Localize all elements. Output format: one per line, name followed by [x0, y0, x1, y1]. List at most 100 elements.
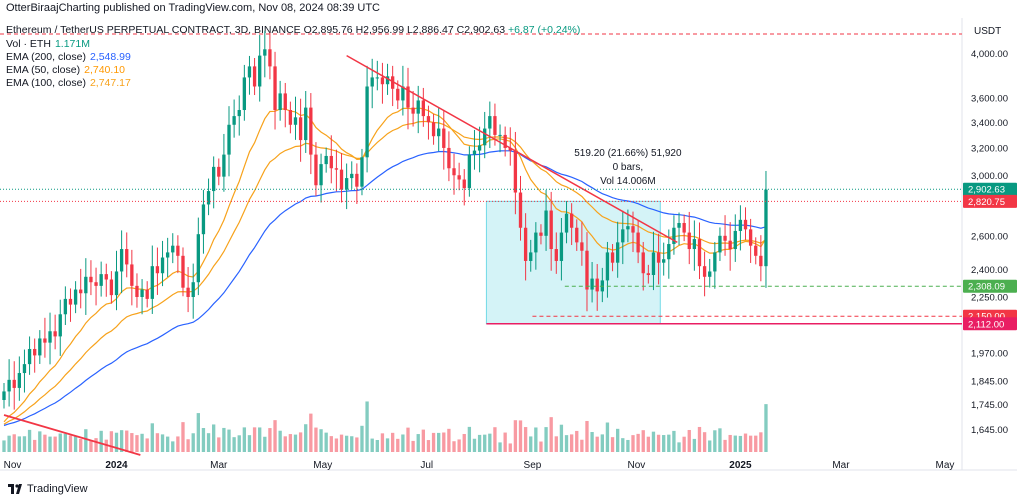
volume-bar: [713, 430, 717, 452]
price-tick-label: 2,400.00: [971, 265, 1008, 276]
volume-bar: [319, 429, 323, 452]
volume-bar: [119, 430, 124, 452]
candle-body: [206, 191, 211, 205]
volume-bar: [646, 436, 651, 452]
candle-body: [564, 213, 569, 233]
volume-bar: [380, 433, 385, 452]
volume-bar: [140, 433, 144, 452]
volume-bar: [298, 432, 303, 452]
volume-bar: [416, 434, 420, 452]
candle-body: [273, 66, 277, 111]
candle-body: [605, 252, 610, 281]
candle-body: [385, 76, 390, 85]
volume-bar: [472, 438, 477, 452]
volume-bar: [206, 433, 211, 452]
currency-label: USDT: [974, 26, 1002, 37]
candle-body: [411, 107, 415, 114]
indicator-ema50[interactable]: EMA (50, close) 2,740.10: [6, 64, 125, 76]
candle-body: [79, 289, 83, 294]
tradingview-footer[interactable]: TradingView: [8, 483, 88, 495]
price-tick-label: 1,645.00: [971, 425, 1008, 436]
volume-bar: [263, 436, 267, 452]
candle-body: [171, 245, 175, 253]
indicator-ema100[interactable]: EMA (100, close) 2,747.17: [6, 77, 131, 89]
volume-bar: [692, 438, 697, 452]
price-level-label: 2,150.00: [968, 312, 1005, 323]
volume-bar: [196, 413, 200, 452]
candle-body: [723, 235, 727, 241]
volume-bar: [431, 432, 436, 452]
price-tick-label: 1,745.00: [971, 400, 1008, 411]
time-tick-label: Mar: [210, 460, 228, 471]
price-tick-label: 3,200.00: [971, 143, 1008, 154]
volume-bar: [503, 432, 507, 452]
volume-bar: [48, 436, 52, 452]
volume-bar: [590, 432, 594, 452]
candle-body: [677, 222, 681, 228]
candle-body: [104, 274, 108, 280]
volume-bar: [759, 432, 763, 452]
volume-bar: [125, 430, 129, 452]
volume-bar: [191, 433, 195, 452]
candle-body: [621, 229, 625, 243]
volume-bar: [477, 434, 482, 452]
volume-bar: [401, 434, 405, 452]
candle-body: [636, 232, 640, 253]
candle-body: [488, 116, 492, 129]
volume-bar: [529, 436, 533, 452]
volume-bar: [232, 437, 236, 452]
volume-bar: [293, 434, 298, 452]
volume-bar: [135, 435, 139, 452]
candle-body: [616, 242, 620, 263]
volume-bar: [150, 423, 154, 452]
indicator-ema200[interactable]: EMA (200, close) 2,548.99: [6, 51, 131, 63]
volume-bar: [227, 429, 231, 452]
volume-bar: [171, 441, 175, 452]
volume-bar: [114, 432, 119, 452]
price-tick-label: 3,400.00: [971, 118, 1008, 129]
volume-bar: [288, 434, 293, 452]
volume-bar: [237, 435, 241, 452]
open-value: 2,895.76: [311, 24, 353, 36]
candle-body: [370, 77, 374, 87]
candle-body: [304, 107, 308, 141]
candle-body: [508, 147, 512, 151]
volume-bar: [165, 436, 170, 452]
candle-body: [421, 100, 426, 117]
volume-bar: [314, 427, 318, 452]
candle-body: [375, 77, 379, 79]
volume-bar: [217, 437, 221, 452]
candle-body: [48, 331, 52, 343]
candle-body: [483, 128, 487, 146]
volume-bar: [585, 420, 589, 452]
candle-body: [278, 93, 282, 111]
candle-body: [2, 391, 6, 400]
volume-bar: [375, 440, 379, 452]
volume-bar: [549, 417, 553, 452]
volume-bar: [656, 434, 661, 452]
volume-bar: [718, 428, 722, 452]
indicator-volume[interactable]: Vol · ETH 1.171M: [6, 38, 90, 50]
volume-bar: [748, 435, 753, 452]
price-level-label: 2,308.09: [968, 282, 1005, 293]
volume-bar: [708, 440, 712, 452]
candle-body: [314, 154, 318, 186]
candle-body: [217, 166, 221, 177]
measure-annotation: 519.20 (21.66%) 51,920: [574, 148, 682, 159]
low-value: 2,886.47: [412, 24, 454, 36]
volume-bar: [27, 429, 32, 452]
candle-body: [544, 210, 548, 236]
candle-body: [662, 259, 666, 263]
price-tick-label: 1,970.00: [971, 349, 1008, 360]
volume-bar: [616, 428, 620, 452]
candle-body: [130, 264, 134, 286]
candle-body: [595, 278, 599, 292]
candle-body: [754, 245, 758, 256]
candle-body: [431, 122, 436, 137]
volume-bar: [421, 429, 426, 452]
ema100-line: [3, 120, 767, 425]
volume-bar: [273, 420, 277, 452]
price-level-label: 2,112.00: [968, 319, 1004, 330]
volume-bar: [304, 424, 308, 452]
